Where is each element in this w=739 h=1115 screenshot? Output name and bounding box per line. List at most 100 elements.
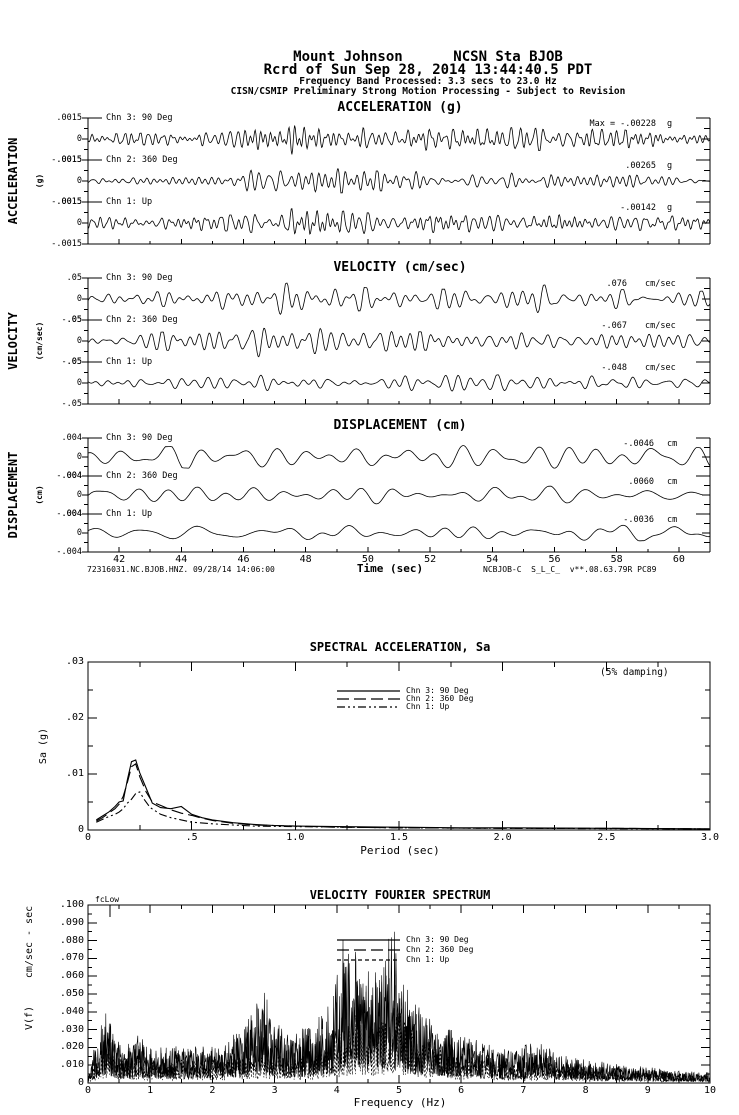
strip-ytick-zero: 0 bbox=[76, 452, 82, 462]
channel-label: Chn 3: 90 Deg bbox=[106, 273, 173, 283]
sa-xtick-label: 0 bbox=[84, 832, 92, 843]
peak-value: -.00142 bbox=[620, 203, 656, 213]
fourier-ytick-label: .050 bbox=[59, 988, 84, 999]
peak-value: .0060 bbox=[628, 477, 654, 487]
fourier-ytick-label: .090 bbox=[59, 916, 84, 928]
time-tick-label: 56 bbox=[548, 554, 561, 565]
channel-label: Chn 2: 360 Deg bbox=[106, 155, 178, 165]
time-tick-label: 52 bbox=[424, 554, 437, 565]
sa-xtick-label: 1.0 bbox=[286, 832, 305, 843]
fourier-xtick-label: 7 bbox=[520, 1085, 527, 1096]
strip-ytick-zero: 0 bbox=[76, 176, 82, 186]
fourier-ytick-label: .070 bbox=[59, 952, 84, 964]
strip-ytick-bottom: -.0015 bbox=[51, 239, 82, 249]
channel-label: Chn 3: 90 Deg bbox=[106, 113, 173, 123]
channel-label: Chn 2: 360 Deg bbox=[106, 315, 178, 325]
sa-legend-chn2: Chn 2: 360 Deg bbox=[406, 694, 474, 703]
panel-side-label: DISPLACEMENT bbox=[6, 451, 20, 539]
strip-ytick-top: .05 bbox=[66, 357, 82, 367]
fourier-ytick-label: .040 bbox=[59, 1005, 84, 1017]
time-tick-label: 60 bbox=[672, 554, 685, 565]
station-title: Mount Johnson NCSN Sta BJOB bbox=[293, 49, 563, 65]
strip-ytick-bottom: -.004 bbox=[56, 547, 82, 557]
sa-y-axis-label: Sa (g) bbox=[38, 727, 49, 765]
fourier-ytick-label: .080 bbox=[59, 934, 84, 946]
sa-legend-chn3: Chn 3: 90 Deg bbox=[406, 686, 469, 695]
peak-units: cm/sec bbox=[645, 279, 676, 289]
strip-ytick-top: .0015 bbox=[56, 197, 82, 207]
fc-low-marker-label: fcLow bbox=[95, 895, 120, 904]
sa-xtick-label: .5 bbox=[185, 832, 198, 843]
strip-ytick-top: .0015 bbox=[56, 113, 82, 123]
peak-value: -.048 bbox=[601, 363, 627, 373]
strip-ytick-top: .004 bbox=[61, 433, 82, 443]
channel-label: Chn 2: 360 Deg bbox=[106, 471, 178, 481]
fourier-ytick-label: 0 bbox=[77, 1077, 84, 1088]
strip-ytick-top: .004 bbox=[61, 471, 82, 481]
sa-xtick-label: 3.0 bbox=[700, 832, 720, 843]
fourier-legend-chn3: Chn 3: 90 Deg bbox=[406, 935, 469, 944]
fourier-xtick-label: 2 bbox=[209, 1085, 216, 1096]
sa-ytick-label: .02 bbox=[65, 712, 84, 723]
fourier-ytick-label: .030 bbox=[59, 1023, 84, 1035]
channel-label: Chn 3: 90 Deg bbox=[106, 433, 173, 443]
fourier-xtick-label: 5 bbox=[395, 1085, 403, 1096]
strip-ytick-top: .05 bbox=[66, 315, 82, 325]
peak-value: -.067 bbox=[601, 321, 627, 331]
frequency-band-note: Frequency Band Processed: 3.3 secs to 23… bbox=[299, 76, 557, 87]
panel-side-label: VELOCITY bbox=[6, 312, 20, 370]
strip-ytick-zero: 0 bbox=[76, 336, 82, 346]
strip-ytick-zero: 0 bbox=[76, 218, 82, 228]
sa-xtick-label: 2.0 bbox=[493, 832, 512, 843]
strip-ytick-bottom: -.05 bbox=[61, 357, 82, 367]
time-axis-label: Time (sec) bbox=[356, 562, 424, 575]
strip-ytick-zero: 0 bbox=[76, 134, 82, 144]
fourier-x-axis-label: Frequency (Hz) bbox=[353, 1096, 447, 1109]
peak-value: -.0046 bbox=[623, 439, 654, 449]
sa-ytick-label: .01 bbox=[65, 768, 84, 779]
channel-label: Chn 1: Up bbox=[106, 509, 153, 519]
fourier-xtick-label: 3 bbox=[271, 1085, 278, 1096]
fourier-ytick-label: .010 bbox=[59, 1059, 84, 1071]
channel-label: Chn 1: Up bbox=[106, 357, 153, 367]
time-tick-label: 54 bbox=[486, 554, 499, 565]
fourier-xtick-label: 8 bbox=[582, 1085, 589, 1096]
fourier-xtick-label: 4 bbox=[333, 1085, 340, 1096]
peak-value: -.0036 bbox=[623, 515, 654, 525]
peak-units: cm bbox=[667, 439, 678, 449]
record-datetime: Rcrd of Sun Sep 28, 2014 13:44:40.5 PDT bbox=[263, 62, 593, 78]
peak-units: cm bbox=[667, 515, 678, 525]
strip-ytick-bottom: -.004 bbox=[56, 509, 82, 519]
fourier-xtick-label: 10 bbox=[703, 1085, 717, 1096]
strip-ytick-bottom: -.05 bbox=[61, 399, 82, 409]
peak-units: cm/sec bbox=[645, 321, 676, 331]
sa-ytick-label: 0 bbox=[77, 824, 84, 835]
strip-ytick-zero: 0 bbox=[76, 294, 82, 304]
strip-ytick-bottom: -.05 bbox=[61, 315, 82, 325]
strip-ytick-zero: 0 bbox=[76, 378, 82, 388]
panel-title: DISPLACEMENT (cm) bbox=[333, 418, 467, 433]
strip-ytick-bottom: -.004 bbox=[56, 471, 82, 481]
strip-ytick-top: .004 bbox=[61, 509, 82, 519]
record-id-footer: 72316031.NC.BJOB.HNZ. 09/28/14 14:06:00 bbox=[87, 565, 275, 574]
peak-units: cm/sec bbox=[645, 363, 676, 373]
panel-title: ACCELERATION (g) bbox=[337, 100, 463, 115]
fourier-chart-title: VELOCITY FOURIER SPECTRUM bbox=[309, 888, 491, 902]
processing-version-footer: NCBJOB-C S_L_C_ v**.08.63.79R PC89 bbox=[483, 565, 657, 574]
damping-annotation: (5% damping) bbox=[600, 667, 669, 678]
fourier-legend-chn1: Chn 1: Up bbox=[406, 955, 450, 964]
time-tick-label: 46 bbox=[237, 554, 250, 565]
fourier-xtick-label: 9 bbox=[644, 1085, 651, 1096]
strip-ytick-zero: 0 bbox=[76, 490, 82, 500]
sa-legend-chn1: Chn 1: Up bbox=[406, 702, 450, 711]
panel-title: VELOCITY (cm/sec) bbox=[333, 260, 467, 275]
sa-x-axis-label: Period (sec) bbox=[360, 844, 440, 857]
time-tick-label: 44 bbox=[175, 554, 188, 565]
peak-units: cm bbox=[667, 477, 678, 487]
peak-units: g bbox=[667, 161, 673, 171]
fourier-ytick-label: .100 bbox=[59, 899, 84, 910]
peak-units: g bbox=[667, 203, 673, 213]
fourier-ytick-label: .060 bbox=[59, 970, 84, 982]
strip-ytick-bottom: -.0015 bbox=[51, 155, 82, 165]
